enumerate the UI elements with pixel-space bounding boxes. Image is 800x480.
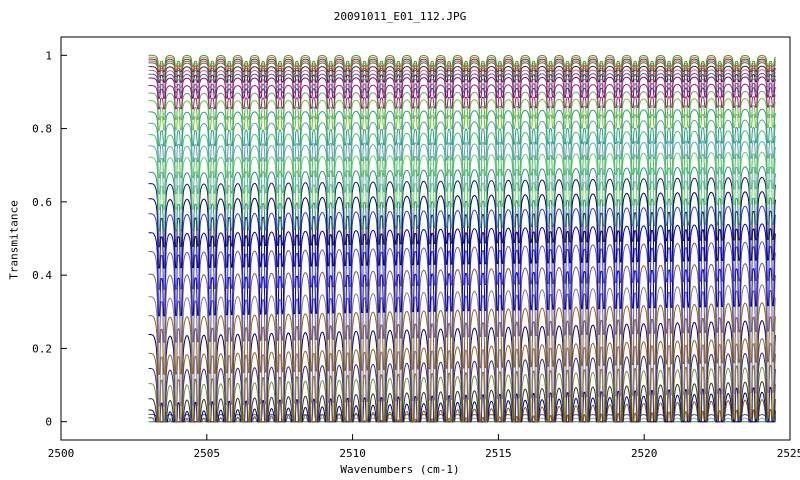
spectrum-series-line [148, 83, 776, 110]
y-tick-label: 1 [45, 49, 52, 62]
spectrum-series-line [148, 119, 776, 163]
y-tick-label: 0.2 [32, 342, 52, 355]
spectrum-series-line [148, 54, 776, 67]
x-tick-label: 2515 [485, 447, 512, 460]
x-tick-label: 2505 [194, 447, 221, 460]
x-tick-label: 2510 [339, 447, 366, 460]
x-tick-label: 2525 [777, 447, 800, 460]
x-axis-label: Wavenumbers (cm-1) [340, 463, 460, 476]
x-tick-label: 2520 [631, 447, 658, 460]
spectrum-series-line [148, 108, 776, 147]
x-tick-label: 2500 [48, 447, 75, 460]
y-tick-label: 0.8 [32, 123, 52, 136]
chart-title: 20091011_E01_112.JPG [333, 10, 467, 23]
x-ticks: 2500 2505 2510 2515 2520 2525 [48, 434, 800, 460]
y-tick-label: 0 [45, 416, 52, 429]
y-tick-label: 0.6 [32, 196, 52, 209]
y-ticks: 0 0.2 0.4 0.6 0.8 1 [32, 49, 67, 429]
series-layer [148, 54, 776, 423]
spectrum-series-line [148, 90, 776, 120]
plot-frame [60, 36, 791, 441]
y-tick-label: 0.4 [32, 269, 52, 282]
